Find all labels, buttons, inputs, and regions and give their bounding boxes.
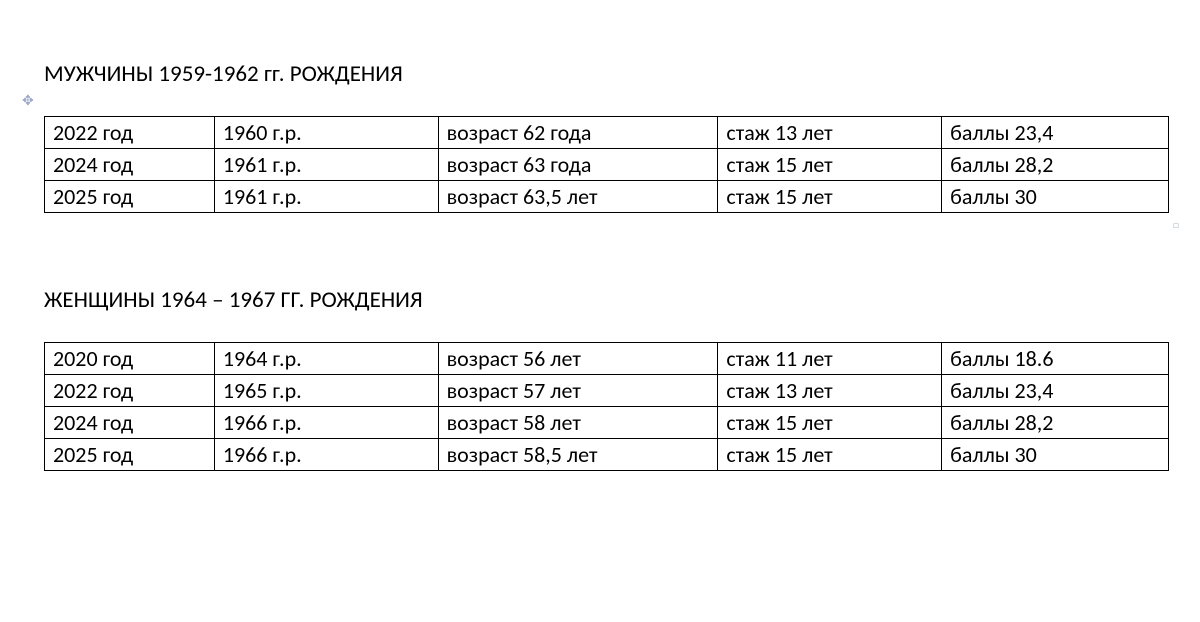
cell-points: баллы 23,4 xyxy=(942,375,1169,407)
table-women: 2020 год 1964 г.р. возраст 56 лет стаж 1… xyxy=(44,342,1169,471)
table-row: 2022 год 1965 г.р. возраст 57 лет стаж 1… xyxy=(45,375,1169,407)
cell-year: 2024 год xyxy=(45,149,215,181)
cell-birth-year: 1960 г.р. xyxy=(214,117,438,149)
cell-experience: стаж 13 лет xyxy=(718,375,942,407)
table-row: 2025 год 1961 г.р. возраст 63,5 лет стаж… xyxy=(45,181,1169,213)
cell-points: баллы 28,2 xyxy=(942,149,1169,181)
cell-year: 2025 год xyxy=(45,181,215,213)
section-heading-women: ЖЕНЩИНЫ 1964 – 1967 ГГ. РОЖДЕНИЯ xyxy=(44,286,1170,314)
cell-experience: стаж 15 лет xyxy=(718,181,942,213)
cell-age: возраст 56 лет xyxy=(438,343,718,375)
cell-experience: стаж 15 лет xyxy=(718,149,942,181)
table-row: 2024 год 1961 г.р. возраст 63 года стаж … xyxy=(45,149,1169,181)
cell-points: баллы 30 xyxy=(942,181,1169,213)
cell-age: возраст 62 года xyxy=(438,117,718,149)
cell-points: баллы 28,2 xyxy=(942,407,1169,439)
cell-year: 2022 год xyxy=(45,117,215,149)
cell-birth-year: 1966 г.р. xyxy=(214,439,438,471)
cell-birth-year: 1961 г.р. xyxy=(214,149,438,181)
cell-age: возраст 58 лет xyxy=(438,407,718,439)
table-row: 2025 год 1966 г.р. возраст 58,5 лет стаж… xyxy=(45,439,1169,471)
table-row: 2020 год 1964 г.р. возраст 56 лет стаж 1… xyxy=(45,343,1169,375)
cell-year: 2024 год xyxy=(45,407,215,439)
heading-text: ЖЕНЩИНЫ 1964 – 1967 ГГ. РОЖДЕНИЯ xyxy=(44,286,423,314)
section-heading-men: ✥ МУЖЧИНЫ 1959-1962 гг. РОЖДЕНИЯ xyxy=(44,60,1170,88)
cell-birth-year: 1965 г.р. xyxy=(214,375,438,407)
cell-points: баллы 30 xyxy=(942,439,1169,471)
cell-age: возраст 57 лет xyxy=(438,375,718,407)
cell-birth-year: 1966 г.р. xyxy=(214,407,438,439)
cell-experience: стаж 15 лет xyxy=(718,407,942,439)
cell-experience: стаж 15 лет xyxy=(718,439,942,471)
table-men: 2022 год 1960 г.р. возраст 62 года стаж … xyxy=(44,116,1169,213)
table-row: 2024 год 1966 г.р. возраст 58 лет стаж 1… xyxy=(45,407,1169,439)
cell-experience: стаж 13 лет xyxy=(718,117,942,149)
cell-points: баллы 23,4 xyxy=(942,117,1169,149)
cell-age: возраст 63 года xyxy=(438,149,718,181)
table-container-men: 2022 год 1960 г.р. возраст 62 года стаж … xyxy=(30,116,1169,221)
table-row: 2022 год 1960 г.р. возраст 62 года стаж … xyxy=(45,117,1169,149)
cell-year: 2020 год xyxy=(45,343,215,375)
heading-text: МУЖЧИНЫ 1959-1962 гг. РОЖДЕНИЯ xyxy=(44,60,403,88)
cell-experience: стаж 11 лет xyxy=(718,343,942,375)
cell-age: возраст 58,5 лет xyxy=(438,439,718,471)
table-resize-handle-icon: □ xyxy=(1173,218,1179,231)
cell-birth-year: 1964 г.р. xyxy=(214,343,438,375)
cell-year: 2022 год xyxy=(45,375,215,407)
table-anchor-icon: ✥ xyxy=(22,92,34,109)
cell-year: 2025 год xyxy=(45,439,215,471)
cell-birth-year: 1961 г.р. xyxy=(214,181,438,213)
cell-points: баллы 18.6 xyxy=(942,343,1169,375)
cell-age: возраст 63,5 лет xyxy=(438,181,718,213)
